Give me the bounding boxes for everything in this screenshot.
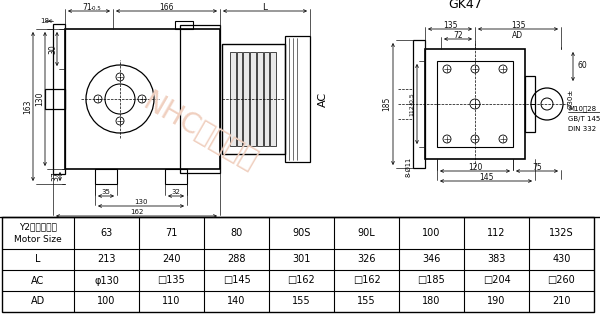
Text: 180: 180 — [422, 296, 440, 306]
Text: GK47: GK47 — [448, 0, 482, 11]
Bar — [270, 52, 276, 146]
Bar — [525, 76, 535, 132]
Text: 37: 37 — [52, 172, 61, 181]
Text: □260: □260 — [548, 276, 575, 286]
Text: L: L — [35, 255, 41, 265]
Text: 75: 75 — [532, 162, 542, 172]
Text: □145: □145 — [223, 276, 250, 286]
Bar — [45, 89, 65, 109]
Text: 112: 112 — [487, 228, 506, 238]
Text: 162: 162 — [130, 209, 143, 215]
Text: 112-0.5: 112-0.5 — [409, 92, 415, 116]
Text: 163: 163 — [23, 99, 32, 114]
Text: 120: 120 — [468, 162, 482, 172]
Bar — [180, 25, 220, 173]
Text: DIN 332: DIN 332 — [568, 126, 596, 132]
Text: 100: 100 — [97, 296, 116, 306]
Text: 346: 346 — [422, 255, 440, 265]
Bar — [257, 52, 263, 146]
Text: □135: □135 — [158, 276, 185, 286]
Text: -0.5: -0.5 — [91, 6, 101, 11]
Text: 210: 210 — [552, 296, 571, 306]
Text: L: L — [263, 3, 268, 12]
Text: AC: AC — [31, 276, 44, 286]
Text: Y2电机机座号: Y2电机机座号 — [19, 222, 57, 231]
Text: □162: □162 — [353, 276, 380, 286]
Text: 288: 288 — [227, 255, 246, 265]
Bar — [53, 24, 65, 174]
Text: □162: □162 — [287, 276, 316, 286]
Bar — [425, 49, 525, 159]
Text: 32: 32 — [172, 189, 181, 195]
Text: 166: 166 — [159, 3, 174, 12]
Text: Motor Size: Motor Size — [14, 235, 62, 244]
Text: 383: 383 — [487, 255, 506, 265]
Bar — [65, 29, 220, 169]
Bar — [237, 52, 242, 146]
Text: 185: 185 — [383, 97, 392, 111]
Text: 90L: 90L — [358, 228, 376, 238]
Text: AD: AD — [31, 296, 45, 306]
Text: 190: 190 — [487, 296, 506, 306]
Text: 213: 213 — [97, 255, 116, 265]
Text: AC: AC — [318, 91, 328, 107]
Bar — [95, 169, 117, 184]
Text: 130: 130 — [134, 199, 148, 205]
Text: 301: 301 — [292, 255, 311, 265]
Bar — [413, 40, 425, 168]
Text: 8-Ø11: 8-Ø11 — [405, 157, 411, 177]
Text: 35: 35 — [101, 189, 110, 195]
Text: 110: 110 — [163, 296, 181, 306]
Text: 430: 430 — [553, 255, 571, 265]
Text: 100: 100 — [422, 228, 440, 238]
Bar — [437, 61, 513, 147]
Text: 240: 240 — [162, 255, 181, 265]
Text: 30: 30 — [49, 44, 58, 54]
Text: 63: 63 — [100, 228, 113, 238]
Text: NHC瓦鸡特机: NHC瓦鸡特机 — [138, 88, 262, 176]
Text: AD: AD — [512, 31, 524, 40]
Text: 145: 145 — [479, 173, 493, 182]
Bar — [285, 36, 310, 162]
Text: 72: 72 — [453, 31, 463, 40]
Text: 18: 18 — [40, 18, 49, 24]
Text: 90S: 90S — [292, 228, 311, 238]
Text: 60: 60 — [578, 61, 588, 70]
Text: M10深28: M10深28 — [568, 106, 596, 112]
Bar — [175, 21, 193, 29]
Text: 155: 155 — [357, 296, 376, 306]
Bar — [230, 52, 236, 146]
Text: 135: 135 — [511, 21, 525, 30]
Text: GB/T 145: GB/T 145 — [568, 116, 600, 122]
Text: 135: 135 — [443, 21, 457, 30]
Text: 71: 71 — [166, 228, 178, 238]
Text: □204: □204 — [482, 276, 511, 286]
Text: Ø30±: Ø30± — [568, 89, 574, 109]
Text: 132S: 132S — [549, 228, 574, 238]
Text: □185: □185 — [418, 276, 445, 286]
Text: 155: 155 — [292, 296, 311, 306]
Text: 80: 80 — [230, 228, 242, 238]
Bar — [250, 52, 256, 146]
Bar — [244, 52, 249, 146]
Text: φ130: φ130 — [94, 276, 119, 286]
Bar — [2, 217, 594, 312]
Bar — [222, 44, 285, 154]
Text: 326: 326 — [357, 255, 376, 265]
Bar — [263, 52, 269, 146]
Text: 71: 71 — [82, 3, 92, 12]
Text: 140: 140 — [227, 296, 245, 306]
Text: 130: 130 — [35, 92, 44, 106]
Bar — [165, 169, 187, 184]
